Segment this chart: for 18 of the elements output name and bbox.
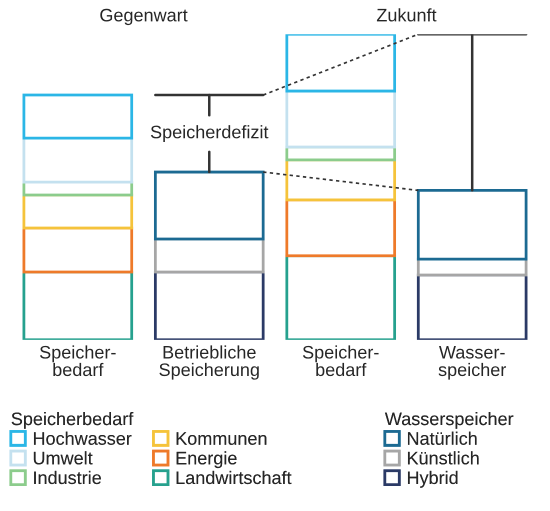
text: Speicherbedarf xyxy=(12,412,134,429)
legend-label: Hybrid xyxy=(408,470,458,488)
annotation: Speicherdefizit xyxy=(150,125,268,142)
text: Gegenwart xyxy=(100,8,188,26)
legend-label: Natürlich xyxy=(408,432,477,445)
legend-label: Umwelt xyxy=(34,451,93,464)
x-tick-label: Betriebliche Speicherung xyxy=(159,345,259,380)
legend-label: Hochwasser xyxy=(34,432,132,445)
x-tick-label: Speicher- bedarf xyxy=(40,345,116,376)
text: Zukunft xyxy=(376,8,436,22)
legend-label: Energie xyxy=(176,451,237,468)
legend-label: Landwirtschaft xyxy=(176,470,292,484)
legend-label: Industrie xyxy=(34,470,101,484)
text: Wasserspeicher xyxy=(384,412,514,429)
legend-label: Künstlich xyxy=(408,451,479,464)
legend-label: Kommunen xyxy=(176,432,266,445)
x-tick-label: Speicher- bedarf xyxy=(302,345,379,376)
x-tick-label: Wasser- speicher xyxy=(438,346,506,380)
